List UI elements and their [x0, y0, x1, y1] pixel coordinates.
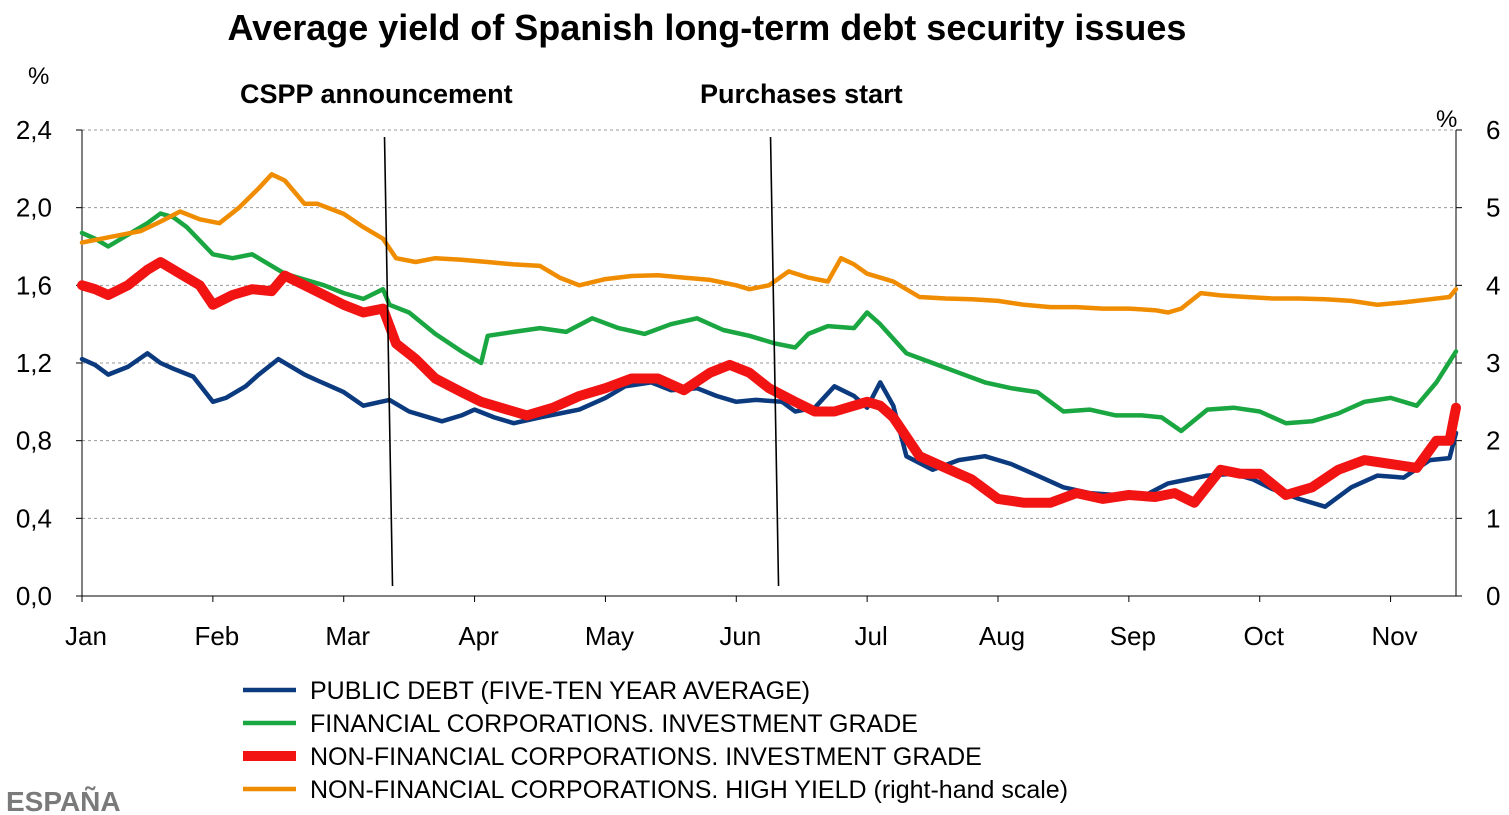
x-tick-label: Jul	[855, 621, 888, 651]
annotation-label: Purchases start	[700, 79, 903, 109]
legend-label: NON-FINANCIAL CORPORATIONS. HIGH YIELD (…	[310, 776, 1068, 804]
series-line-3	[77, 257, 1461, 508]
x-tick-label: Oct	[1243, 621, 1284, 651]
left-axis-unit: %	[28, 63, 49, 90]
y-left-tick-label: 2,0	[16, 193, 52, 223]
legend-label: PUBLIC DEBT (FIVE-TEN YEAR AVERAGE)	[310, 677, 810, 705]
x-tick-label: May	[585, 621, 634, 651]
legend: PUBLIC DEBT (FIVE-TEN YEAR AVERAGE) FINAN…	[243, 677, 1068, 804]
series-line-1	[79, 351, 1459, 509]
legend-label: FINANCIAL CORPORATIONS. INVESTMENT GRADE	[310, 710, 918, 738]
x-tick-label: Feb	[194, 621, 239, 651]
y-right-tick-label: 5	[1486, 193, 1500, 223]
series-line-4	[79, 172, 1459, 315]
right-axis-unit: %	[1436, 106, 1457, 133]
y-right-tick-label: 3	[1486, 348, 1500, 378]
y-left-tick-label: 0,4	[16, 503, 52, 533]
annotation-label: CSPP announcement	[240, 79, 513, 109]
y-right-tick-label: 1	[1486, 503, 1500, 533]
y-right-tick-label: 0	[1486, 581, 1500, 611]
x-tick-label: Jan	[65, 621, 107, 651]
x-tick-label: Jun	[719, 621, 761, 651]
legend-label: NON-FINANCIAL CORPORATIONS. INVESTMENT G…	[310, 743, 982, 771]
annotation-line	[769, 136, 780, 587]
y-left-tick-label: 0,8	[16, 426, 52, 456]
gridlines	[82, 129, 1456, 519]
y-left-tick-label: 1,2	[16, 348, 52, 378]
x-tick-label: Sep	[1110, 621, 1156, 651]
y-left-tick-label: 2,4	[16, 115, 52, 145]
y-right-tick-label: 6	[1486, 115, 1500, 145]
y-left-tick-label: 1,6	[16, 270, 52, 300]
axes: 0,0 0,4 0,8 1,2 1,6 2,0 2,4 0 1 2 3 4 5 6 Jan Feb Mar Apr…	[16, 115, 1501, 651]
x-tick-label: Mar	[325, 621, 370, 651]
x-tick-label: Apr	[458, 621, 499, 651]
x-tick-label: Aug	[979, 621, 1025, 651]
espana-watermark: ESPAÑA	[6, 786, 121, 815]
annotations: CSPP announcement Purchases start	[240, 79, 903, 587]
series-line-2	[79, 211, 1459, 434]
y-left-tick-label: 0,0	[16, 581, 52, 611]
annotation-line	[383, 136, 394, 587]
chart-title: Average yield of Spanish long-term debt …	[228, 7, 1187, 48]
y-right-tick-label: 4	[1486, 270, 1500, 300]
series-lines	[77, 172, 1461, 509]
x-tick-label: Nov	[1371, 621, 1417, 651]
y-right-tick-label: 2	[1486, 426, 1500, 456]
